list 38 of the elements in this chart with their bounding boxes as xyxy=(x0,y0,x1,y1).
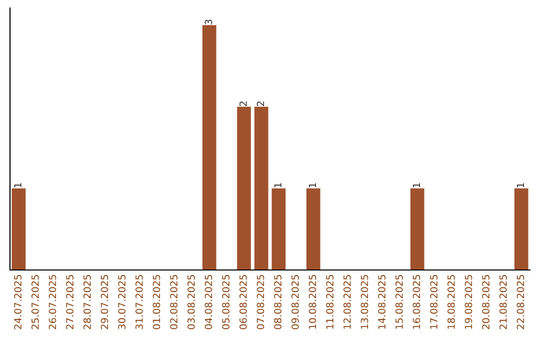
x-tick-label: 18.08.2025 xyxy=(447,275,455,329)
x-tick-label: 01.08.2025 xyxy=(152,275,160,330)
x-tick-label: 16.08.2025 xyxy=(412,275,420,329)
x-tick-label: 10.08.2025 xyxy=(308,275,316,329)
data-label: 3 xyxy=(204,20,212,24)
x-tick-label: 11.08.2025 xyxy=(326,275,334,329)
x-tick-label: 12.08.2025 xyxy=(343,275,351,329)
x-tick-label: 26.07.2025 xyxy=(48,275,56,330)
x-tick-label: 08.08.2025 xyxy=(274,275,282,330)
data-label: 2 xyxy=(256,102,264,106)
x-tick-label: 14.08.2025 xyxy=(378,275,386,329)
x-tick-label: 30.07.2025 xyxy=(118,275,126,330)
x-tick-label: 17.08.2025 xyxy=(430,275,438,329)
x-tick-label: 29.07.2025 xyxy=(100,275,108,330)
x-tick-label: 22.08.2025 xyxy=(516,275,524,330)
x-tick-label: 31.07.2025 xyxy=(135,275,143,330)
x-tick-label: 20.08.2025 xyxy=(482,275,490,330)
x-tick-label: 19.08.2025 xyxy=(464,275,472,329)
x-tick-label: 07.08.2025 xyxy=(256,275,264,330)
data-label: 1 xyxy=(274,183,282,188)
x-tick-label: 15.08.2025 xyxy=(395,275,403,329)
x-tick-label: 25.07.2025 xyxy=(31,275,39,330)
x-tick-label: 03.08.2025 xyxy=(187,275,195,330)
data-label: 1 xyxy=(308,183,316,188)
x-tick-label: 06.08.2025 xyxy=(239,275,247,330)
x-tick-label: 13.08.2025 xyxy=(360,275,368,329)
x-tick-label: 24.07.2025 xyxy=(14,275,22,330)
x-tick-label: 02.08.2025 xyxy=(170,275,178,330)
x-tick-label: 09.08.2025 xyxy=(291,275,299,330)
data-label: 1 xyxy=(412,183,420,188)
data-label: 2 xyxy=(239,102,247,106)
x-tick-label: 05.08.2025 xyxy=(222,275,230,330)
x-tick-label: 04.08.2025 xyxy=(204,275,212,330)
data-label: 1 xyxy=(516,183,524,188)
data-label: 1 xyxy=(14,183,22,188)
x-tick-label: 21.08.2025 xyxy=(499,275,507,330)
x-tick-label: 27.07.2025 xyxy=(66,275,74,330)
x-tick-label: 28.07.2025 xyxy=(83,275,91,330)
